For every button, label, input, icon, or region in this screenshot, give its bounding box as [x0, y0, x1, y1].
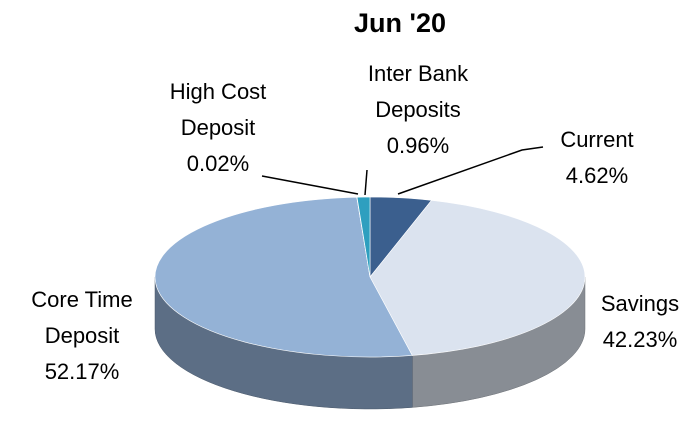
leader-line — [397, 146, 544, 195]
category-name: High Cost Deposit — [169, 79, 267, 140]
value-label: 52.17% — [44, 359, 120, 384]
category-name: Current — [560, 127, 634, 152]
slice — [369, 200, 586, 356]
value-label: 42.23% — [602, 327, 678, 352]
chart-title: Jun '20 — [354, 8, 446, 38]
value-label: 0.96% — [386, 133, 450, 158]
category-name: Savings — [600, 291, 680, 316]
category-name: Inter Bank Deposits — [367, 61, 469, 122]
slice-label: Core Time Deposit 52.17% — [2, 282, 162, 390]
value-label: 4.62% — [565, 163, 629, 188]
slice-label: Current 4.62% — [542, 122, 652, 194]
leader-line — [364, 169, 368, 196]
slice-label: High Cost Deposit 0.02% — [138, 74, 298, 182]
category-name: Core Time Deposit — [31, 287, 133, 348]
slice — [154, 196, 413, 358]
slice-label: Inter Bank Deposits 0.96% — [338, 56, 498, 164]
slices — [154, 196, 586, 410]
value-label: 0.02% — [186, 151, 250, 176]
slice-label: Savings 42.23% — [585, 286, 691, 358]
leader-line — [261, 175, 359, 195]
slice — [356, 196, 371, 278]
